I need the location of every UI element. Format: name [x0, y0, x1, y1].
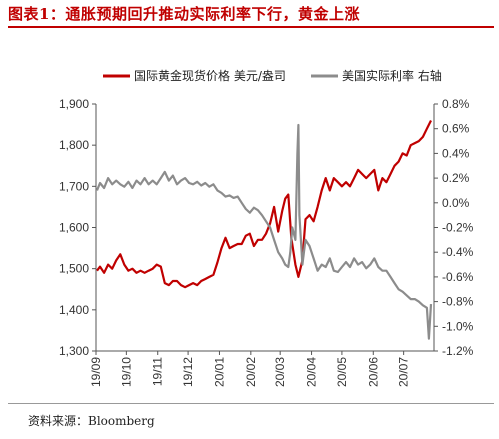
y-right-tick-label: -0.8%: [442, 295, 474, 309]
x-tick-label: 20/06: [366, 357, 380, 387]
x-tick-label: 20/05: [335, 357, 349, 387]
x-tick-label: 19/11: [151, 357, 165, 386]
x-tick-label: 20/02: [244, 357, 258, 387]
y-right-tick-label: -1.0%: [442, 319, 474, 333]
y-left-tick-label: 1,700: [59, 179, 89, 193]
x-tick-label: 20/01: [212, 357, 226, 387]
y-left-tick-label: 1,300: [59, 344, 89, 358]
y-left-tick-label: 1,400: [59, 303, 89, 317]
y-right-tick-label: 0.2%: [442, 171, 470, 185]
series-line-gold-price: [96, 120, 432, 289]
y-right-tick-label: -0.2%: [442, 221, 474, 235]
y-left-tick-label: 1,500: [59, 262, 89, 276]
y-right-tick-label: 0.8%: [442, 97, 470, 111]
y-right-tick-label: -0.4%: [442, 245, 474, 259]
y-right-tick-label: -1.2%: [442, 344, 474, 358]
y-left-tick-label: 1,600: [59, 221, 89, 235]
title-rule: [8, 26, 494, 28]
footer-rule: [8, 403, 494, 404]
y-right-tick-label: -0.6%: [442, 270, 474, 284]
y-right-tick-label: 0.0%: [442, 196, 470, 210]
series-line-real-rate: [95, 123, 433, 340]
x-tick-label: 20/07: [397, 357, 411, 387]
figure-title: 图表1：通胀预期回升推动实际利率下行，黄金上涨: [8, 5, 360, 23]
x-tick-label: 19/10: [119, 357, 133, 387]
legend-label-rate: 美国实际利率 右轴: [342, 68, 442, 83]
legend-label-gold: 国际黄金现货价格 美元/盎司: [134, 68, 286, 83]
y-left-tick-label: 1,800: [59, 138, 89, 152]
chart: 1,300 1,400 1,500 1,600 1,700 1,800 1,900 -1.2%…: [59, 68, 474, 387]
x-tick-label: 20/04: [305, 357, 319, 387]
x-tick-label: 19/09: [89, 357, 103, 387]
y-right-tick-label: 0.4%: [442, 146, 470, 160]
source-note: 资料来源：Bloomberg: [28, 414, 155, 428]
x-tick-label: 20/03: [273, 357, 287, 387]
y-right-tick-label: 0.6%: [442, 122, 470, 136]
y-left-tick-label: 1,900: [59, 97, 89, 111]
x-tick-label: 19/12: [181, 357, 195, 387]
